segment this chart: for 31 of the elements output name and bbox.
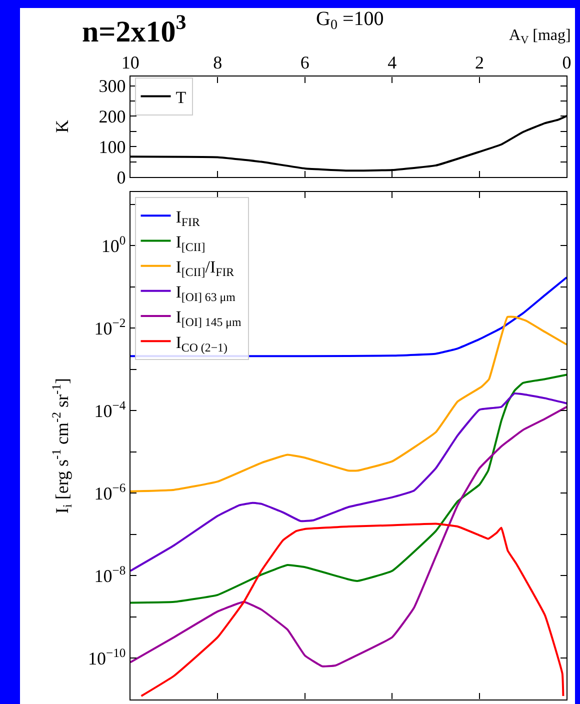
legend-label: T [176, 88, 187, 107]
x-tick-label: 0 [562, 52, 572, 72]
line-series [130, 406, 567, 668]
y-tick-label: 10$^{0}$ [101, 233, 126, 256]
x-tick-label: 6 [300, 52, 310, 72]
legend-label: I$_{[CII]}$ [176, 232, 206, 254]
y-tick-label: 10$^{−8}$ [94, 563, 126, 586]
line-series [130, 392, 567, 572]
x-tick-label: 8 [213, 52, 222, 72]
y-tick-label: 0 [116, 167, 126, 188]
x-tick-label: 4 [388, 52, 397, 72]
y-tick-label: 10$^{−10}$ [88, 646, 126, 668]
legend-label: I$_{[OI] 145 μm}$ [176, 308, 242, 330]
y-axis-title: K [52, 120, 72, 133]
y-tick-label: 300 [98, 76, 126, 96]
x-tick-label: 10 [121, 52, 140, 72]
y-tick-label: 10$^{−6}$ [94, 480, 126, 504]
legend-label: I$_{FIR}$ [176, 207, 200, 229]
chart-subtitle: G$_{0}$ =100 [316, 8, 384, 34]
legend-label: I$_{CO (2−1)}$ [176, 332, 228, 354]
y-tick-label: 200 [98, 106, 126, 127]
y-tick-label: 100 [98, 136, 126, 157]
chart-title: n=2x10$^{3}$ [82, 10, 186, 49]
line-series [130, 374, 567, 604]
y-tick-label: 10$^{−2}$ [94, 316, 126, 338]
y-tick-label: 10$^{−4}$ [94, 398, 126, 421]
x-axis-title: A$_{V}$ [mag] [509, 27, 571, 46]
legend-label: I$_{[CII]}$/I$_{FIR}$ [176, 257, 234, 280]
x-tick-label: 2 [474, 52, 484, 72]
line-series [140, 522, 564, 698]
legend-label: I$_{[OI] 63 μm}$ [176, 282, 236, 304]
